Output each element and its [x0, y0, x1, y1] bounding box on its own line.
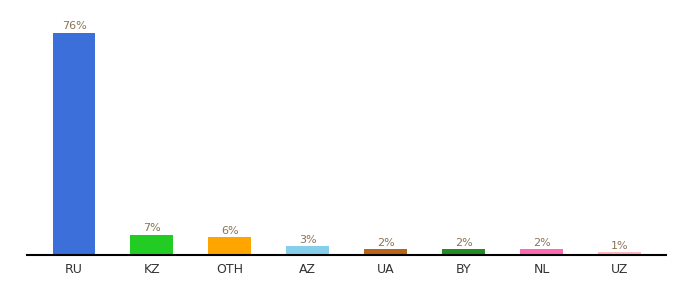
Bar: [131, 235, 173, 255]
Text: 1%: 1%: [611, 241, 628, 250]
Bar: [364, 249, 407, 255]
Bar: [52, 33, 95, 255]
Text: 2%: 2%: [377, 238, 394, 248]
Text: 6%: 6%: [221, 226, 239, 236]
Text: 2%: 2%: [455, 238, 473, 248]
Text: 7%: 7%: [143, 223, 160, 233]
Text: 3%: 3%: [299, 235, 317, 245]
Bar: [286, 246, 329, 255]
Bar: [442, 249, 485, 255]
Bar: [209, 237, 252, 255]
Bar: [598, 252, 641, 255]
Text: 76%: 76%: [62, 21, 86, 31]
Text: 2%: 2%: [533, 238, 551, 248]
Bar: [520, 249, 563, 255]
